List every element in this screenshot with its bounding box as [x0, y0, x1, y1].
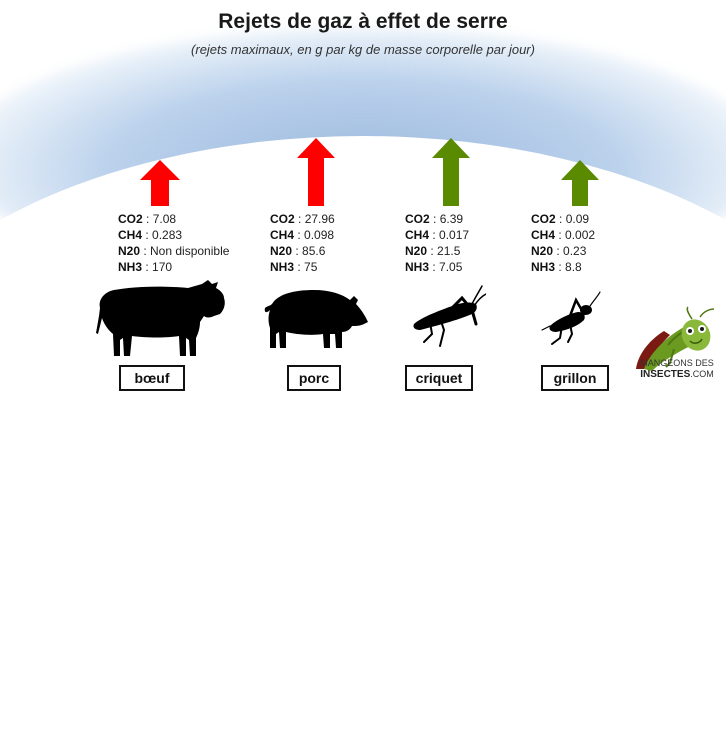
label-porc: porc: [287, 365, 341, 391]
stats-criquet: CO2 : 6.39 CH4 : 0.017 N20 : 21.5 NH3 : …: [405, 212, 470, 274]
locust-icon: [413, 285, 486, 347]
up-arrow-icon-boeuf: [140, 160, 180, 206]
grasshopper-logo-icon: [636, 306, 715, 371]
cow-icon: [96, 280, 225, 356]
logo-line3: .COM: [690, 369, 714, 379]
stats-boeuf: CO2 : 7.08 CH4 : 0.283 N20 : Non disponi…: [118, 212, 230, 274]
label-boeuf: bœuf: [119, 365, 185, 391]
label-grillon: grillon: [541, 365, 609, 391]
up-arrow-icon-porc: [297, 138, 335, 206]
up-arrow-icon-criquet: [432, 138, 470, 206]
page-title: Rejets de gaz à effet de serre: [218, 10, 508, 33]
earth-curve: [0, 136, 726, 736]
label-criquet: criquet: [405, 365, 473, 391]
cricket-icon: [541, 291, 601, 345]
logo-line1: MANGEONS DES: [640, 358, 714, 368]
up-arrow-icon-grillon: [561, 160, 599, 206]
logo-line2: INSECTES: [640, 369, 691, 380]
logo-wordmark: MANGEONS DES INSECTES.COM: [630, 358, 724, 380]
stats-porc: CO2 : 27.96 CH4 : 0.098 N20 : 85.6 NH3 :…: [270, 212, 335, 274]
pig-icon: [264, 290, 368, 348]
stats-grillon: CO2 : 0.09 CH4 : 0.002 N20 : 0.23 NH3 : …: [531, 212, 596, 274]
page-subtitle: (rejets maximaux, en g par kg de masse c…: [191, 42, 535, 57]
